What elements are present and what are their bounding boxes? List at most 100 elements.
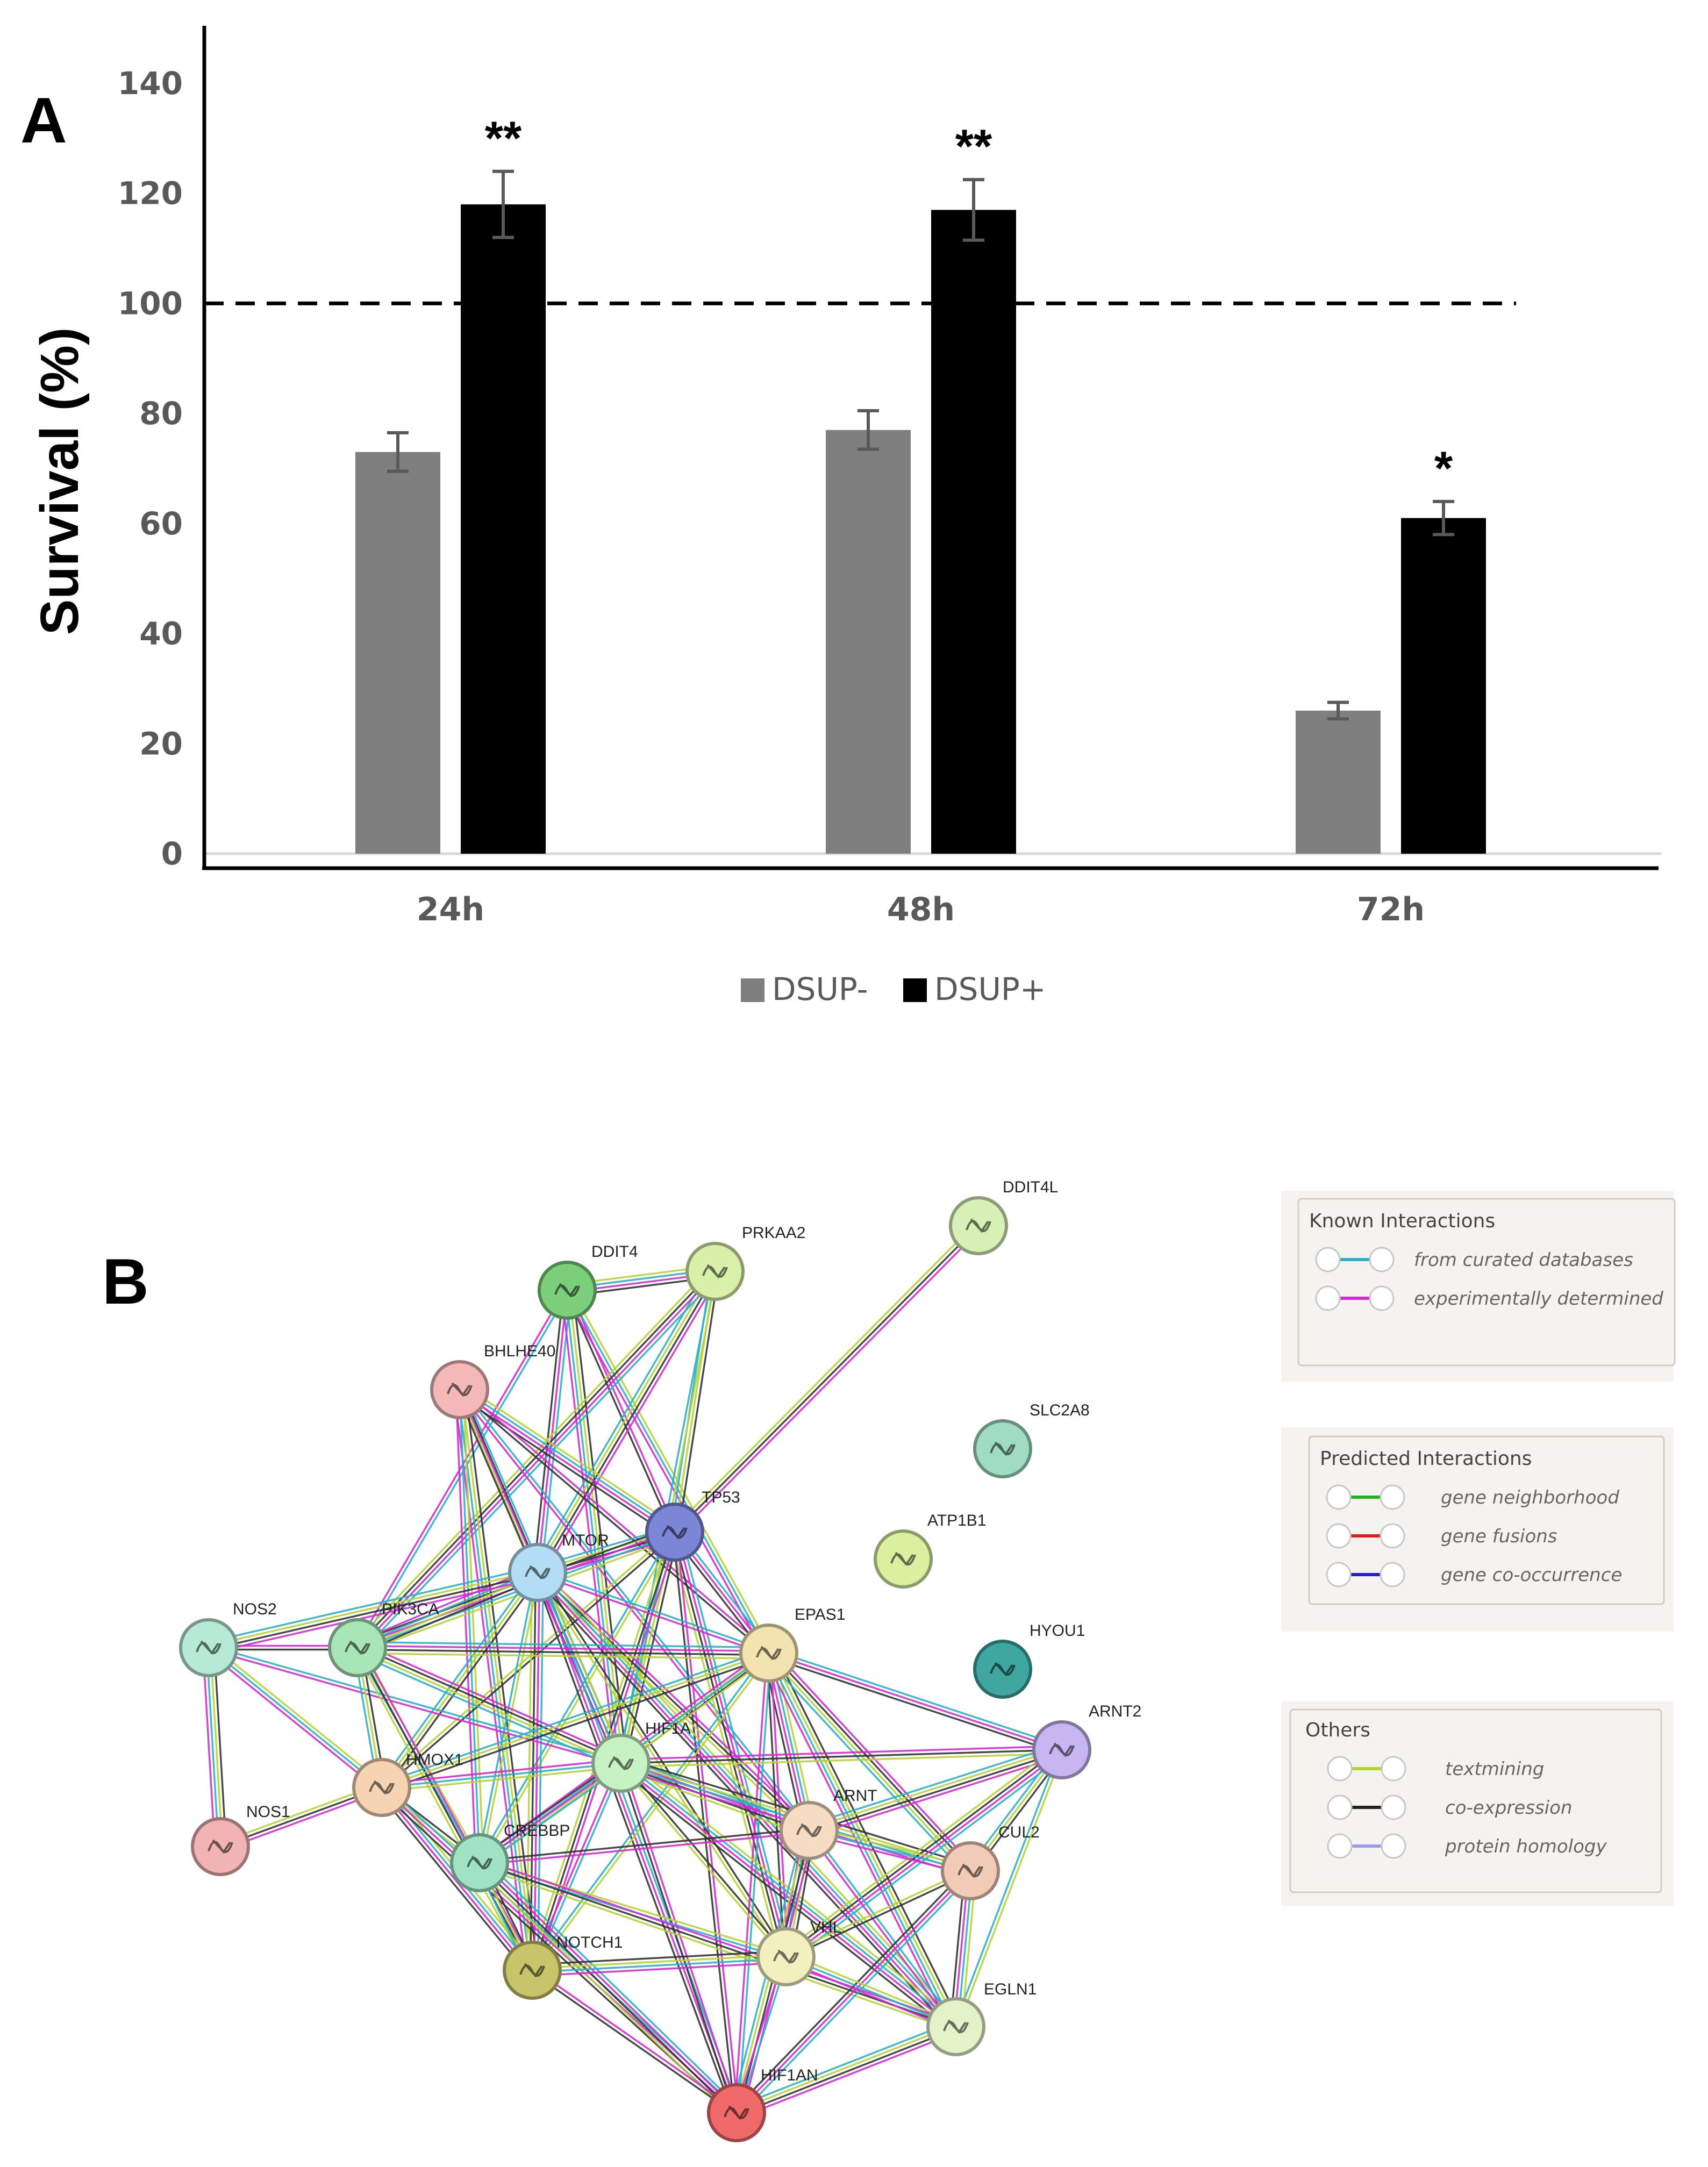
protein-structure-icon bbox=[990, 1441, 1016, 1456]
protein-structure-icon bbox=[957, 1863, 983, 1878]
network-edge bbox=[671, 1222, 977, 1531]
legend-item-label: protein homology bbox=[1445, 1836, 1607, 1857]
network-edge bbox=[483, 1858, 741, 2109]
node-label: ARNT2 bbox=[1089, 1703, 1141, 1720]
network-edge bbox=[359, 1641, 624, 1759]
node-label: PIK3CA bbox=[382, 1600, 439, 1618]
node-label: VHL bbox=[810, 1919, 841, 1936]
network-edge bbox=[539, 1569, 812, 1829]
network-edge bbox=[209, 1573, 539, 1651]
network-edge bbox=[458, 1390, 675, 1535]
protein-structure-icon bbox=[369, 1780, 395, 1795]
legend-panel-title: Known Interactions bbox=[1309, 1210, 1495, 1232]
network-edge bbox=[735, 1870, 971, 2114]
y-tick-label: 20 bbox=[139, 725, 183, 762]
network-edge bbox=[531, 1971, 736, 2115]
network-edge bbox=[361, 1275, 720, 1653]
network-edge bbox=[377, 1569, 535, 1786]
legend-panel-title: Others bbox=[1305, 1719, 1370, 1741]
network-edge bbox=[537, 1571, 810, 1832]
node-label: CREBBP bbox=[504, 1822, 570, 1840]
string-network: DDIT4L DDIT4 PRKAA2 BHLHE40 SLC2A8 TP53 ATP1B1… bbox=[179, 1178, 1141, 2142]
network-edge bbox=[478, 1865, 955, 2032]
bar bbox=[931, 210, 1016, 854]
network-edge bbox=[359, 1577, 540, 1654]
network-edge bbox=[677, 1271, 720, 1533]
network-edge bbox=[671, 1532, 736, 2113]
network-edge bbox=[358, 1641, 769, 1649]
network-edge bbox=[457, 1390, 537, 1574]
network-edge bbox=[734, 2020, 954, 2108]
network-edge bbox=[532, 1268, 711, 1570]
node-label: DDIT4 bbox=[591, 1243, 638, 1261]
network-edge bbox=[621, 1762, 739, 2113]
network-edge bbox=[769, 1651, 973, 1870]
network-edge bbox=[358, 1272, 717, 1650]
bar bbox=[1296, 710, 1381, 854]
protein-structure-icon bbox=[519, 1963, 545, 1978]
legend-node-swatch bbox=[1327, 1794, 1353, 1820]
bar bbox=[461, 204, 546, 854]
network-edge bbox=[530, 1651, 768, 1970]
network-edge bbox=[674, 1225, 980, 1533]
network-edge bbox=[533, 1654, 771, 1972]
network-edge bbox=[767, 1656, 1061, 1755]
network-edge bbox=[464, 1389, 539, 1970]
legend-node-swatch bbox=[1380, 1484, 1405, 1510]
network-edge bbox=[533, 1968, 738, 2112]
legend-panel-frame bbox=[1308, 1435, 1665, 1605]
network-edge bbox=[540, 1570, 741, 2112]
y-tick-label: 120 bbox=[118, 175, 183, 212]
node-label: HYOU1 bbox=[1030, 1622, 1085, 1640]
network-edge bbox=[532, 1954, 786, 1970]
network-edge bbox=[379, 1788, 532, 1972]
network-edge bbox=[784, 1868, 970, 1956]
network-edge bbox=[533, 1290, 564, 1572]
network-edge bbox=[571, 1289, 628, 1763]
network-edge bbox=[768, 1652, 1062, 1751]
y-tick-label: 0 bbox=[161, 835, 183, 872]
network-edge bbox=[462, 1389, 484, 1863]
node-label: DDIT4L bbox=[1003, 1178, 1058, 1196]
y-tick-label: 80 bbox=[139, 395, 183, 432]
network-edge bbox=[675, 1531, 789, 1957]
network-edge bbox=[380, 1648, 768, 1785]
network-edge bbox=[675, 1532, 740, 2113]
protein-structure-icon bbox=[467, 1855, 492, 1870]
network-edge bbox=[456, 1393, 673, 1538]
network-edge bbox=[560, 1290, 617, 1764]
legend-node-swatch bbox=[1380, 1562, 1405, 1587]
network-edge bbox=[619, 1764, 785, 1959]
node-label: BHLHE40 bbox=[484, 1342, 555, 1360]
network-edge bbox=[525, 1572, 533, 1970]
legend-node-swatch bbox=[1369, 1247, 1395, 1272]
network-edge bbox=[769, 1651, 959, 2027]
legend-node-swatch bbox=[1381, 1756, 1406, 1782]
network-edge bbox=[537, 1290, 568, 1573]
network-edge bbox=[772, 1648, 975, 1868]
network-edge bbox=[381, 1758, 621, 1785]
network-edge bbox=[381, 1652, 769, 1789]
node-label: HIF1A bbox=[645, 1720, 691, 1737]
panel-b-label: B bbox=[102, 1246, 149, 1318]
network-edge bbox=[479, 1827, 809, 1862]
protein-structure-icon bbox=[990, 1662, 1016, 1677]
protein-structure-icon bbox=[345, 1640, 370, 1655]
node-label: HIF1AN bbox=[761, 2066, 818, 2084]
legend-node-swatch bbox=[1327, 1756, 1353, 1782]
network-edge bbox=[457, 1390, 809, 1833]
protein-structure-icon bbox=[724, 2105, 749, 2120]
network-edge bbox=[382, 1656, 770, 1792]
legend-panel-title: Predicted Interactions bbox=[1320, 1448, 1532, 1470]
network-edge bbox=[205, 1650, 380, 1791]
network-edge bbox=[769, 1648, 1063, 1747]
x-tick-label: 24h bbox=[417, 891, 484, 928]
y-tick-label: 140 bbox=[118, 65, 183, 102]
network-edge bbox=[207, 1566, 537, 1643]
network-edge bbox=[532, 1961, 787, 1977]
network-edge bbox=[537, 1572, 622, 1764]
network-edge bbox=[620, 1745, 1062, 1761]
node-label: CUL2 bbox=[998, 1823, 1040, 1841]
network-edge bbox=[621, 1761, 958, 2026]
legend-item-label: experimentally determined bbox=[1414, 1288, 1663, 1310]
